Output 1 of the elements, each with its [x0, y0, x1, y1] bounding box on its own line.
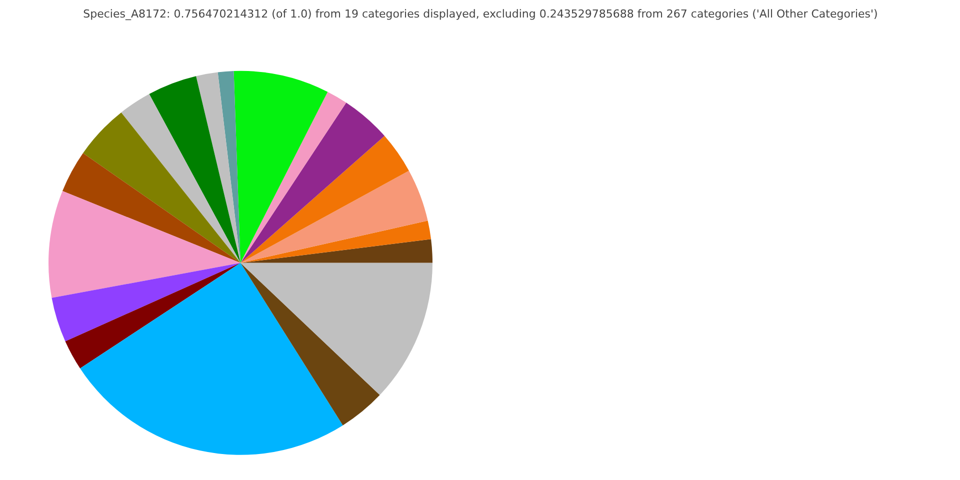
text: Species_A8172: 0.756470214312 (of 1.0) from 19 categories displayed, excluding 0.243529785688 from 267 categories ('All Other Categories') — [83, 8, 878, 20]
